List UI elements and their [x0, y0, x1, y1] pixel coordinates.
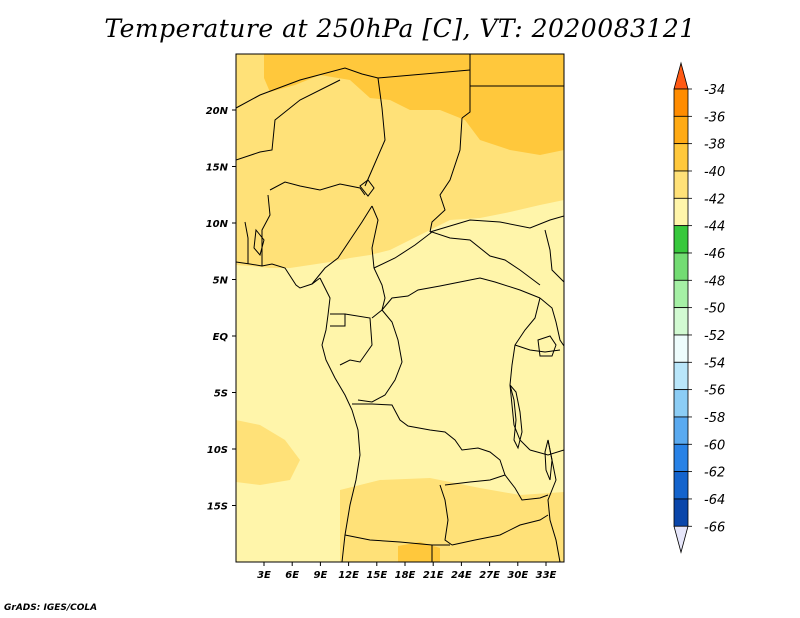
border-gabon-congo: [339, 313, 373, 366]
colorbar-segment: [673, 471, 689, 500]
border-nigeria-cameroon: [311, 205, 373, 285]
colorbar-label: -34: [704, 83, 725, 98]
colorbar-segment: [673, 443, 689, 473]
lon-tick-label: 33E: [536, 570, 557, 581]
border-angola-zambia: [439, 484, 453, 546]
colorbar-label: -36: [704, 110, 725, 125]
border-niger-chad: [364, 77, 386, 187]
country-borders: [236, 54, 564, 562]
colorbar-segment: [673, 143, 689, 172]
lake-tanganyika: [509, 384, 523, 450]
lon-tick-label: 24E: [451, 570, 472, 581]
colorbar-segment: [673, 88, 689, 117]
colorbar: -34 -36 -38 -40 -42 -44 -46 -48 -50 -52 -54 -56 -58 -…: [673, 61, 725, 554]
lat-tick-label: EQ: [213, 332, 229, 343]
field-warmer-band-north: [264, 54, 564, 155]
lon-tick-label: 18E: [395, 570, 416, 581]
colorbar-label: -66: [704, 520, 725, 535]
colorbar-segment: [673, 498, 689, 527]
lon-tick-label: 6E: [285, 570, 299, 581]
field-warm-band-south: [340, 478, 564, 562]
plot-title: Temperature at 250hPa [C], VT: 202008312…: [104, 14, 696, 43]
border-congo-drc: [357, 309, 403, 403]
colorbar-segment: [673, 334, 689, 363]
border-tanzania-rwanda: [514, 344, 561, 353]
colorbar-label: -50: [704, 302, 725, 317]
border-libya: [461, 54, 471, 119]
border-zambia-drc-south: [444, 474, 549, 501]
colorbar-segment: [673, 225, 689, 254]
lake-chad: [359, 179, 375, 197]
colorbar-segment: [673, 170, 689, 199]
border-niger-nigeria: [269, 181, 366, 196]
colorbar-segment: [673, 252, 689, 281]
border-angola-namibia: [344, 534, 450, 546]
colorbar-label: -52: [704, 329, 725, 344]
credit-text: GrADS: IGES/COLA: [4, 603, 98, 613]
colorbar-label: -38: [704, 138, 725, 153]
lake-victoria: [537, 335, 557, 357]
border-chad-sudan: [429, 117, 463, 233]
border-southsudan-ethiopia: [544, 229, 564, 283]
colorbar-label: -44: [704, 220, 725, 235]
colorbar-label: -64: [704, 493, 725, 508]
lat-tick-label: 5N: [213, 276, 229, 287]
lat-tick-label: 20N: [206, 106, 229, 117]
border-eq-guinea: [330, 313, 346, 327]
lon-tick-label: 3E: [257, 570, 271, 581]
colorbar-segment: [673, 115, 689, 145]
colorbar-segment: [673, 416, 689, 445]
colorbar-label: -46: [704, 247, 725, 262]
colorbar-label: -58: [704, 411, 725, 426]
lon-tick-label: 30E: [507, 570, 528, 581]
lon-tick-label: 27E: [479, 570, 500, 581]
colorbar-segment: [673, 307, 689, 336]
colorbar-top-arrow: [673, 61, 689, 90]
border-uganda-kenya: [539, 297, 564, 347]
colorbar-segment: [673, 389, 689, 418]
colorbar-label: -54: [704, 356, 725, 371]
lat-tick-label: 15S: [207, 502, 228, 513]
latitude-axis: 20N 15N 10N 5N EQ 5S 10S 15S: [206, 106, 236, 513]
coastline-central: [319, 277, 361, 562]
border-zambia-zimbabwe: [451, 514, 549, 546]
colorbar-label: -40: [704, 165, 725, 180]
lat-tick-label: 10S: [207, 445, 228, 456]
lon-tick-label: 9E: [314, 570, 328, 581]
temperature-field: [236, 54, 564, 562]
border-drc-east: [509, 297, 541, 451]
longitude-axis: 3E 6E 9E 12E 15E 18E 21E 24E 27E 30E 33E: [257, 562, 557, 581]
colorbar-segment: [673, 279, 689, 309]
lat-tick-label: 10N: [206, 219, 229, 230]
map-frame: [235, 53, 565, 563]
lon-tick-label: 15E: [366, 570, 387, 581]
colorbar-label: -60: [704, 438, 725, 453]
border-tanzania-mozambique: [529, 449, 564, 456]
coastline-west-africa: [236, 261, 321, 289]
field-warm-band-sw: [236, 420, 300, 485]
border-car-chad: [373, 231, 541, 286]
border-sudan-southsudan: [429, 215, 564, 233]
lake-volta: [253, 228, 265, 257]
lat-tick-label: 15N: [206, 163, 229, 174]
colorbar-label: -42: [704, 192, 725, 207]
field-warm-spot-south: [398, 542, 440, 562]
border-car-south: [381, 277, 541, 311]
colorbar-label: -62: [704, 466, 725, 481]
colorbar-segment: [673, 361, 689, 391]
colorbar-segment: [673, 197, 689, 227]
colorbar-label: -48: [704, 274, 725, 289]
border-mali-burkina: [236, 79, 341, 161]
lon-tick-label: 21E: [423, 570, 444, 581]
colorbar-bottom-arrow: [673, 525, 689, 554]
lake-malawi: [544, 439, 553, 481]
colorbar-label: -56: [704, 384, 725, 399]
border-drc-angola: [352, 403, 506, 476]
lon-tick-label: 12E: [338, 570, 359, 581]
border-togo: [244, 221, 249, 264]
lat-tick-label: 5S: [214, 389, 228, 400]
